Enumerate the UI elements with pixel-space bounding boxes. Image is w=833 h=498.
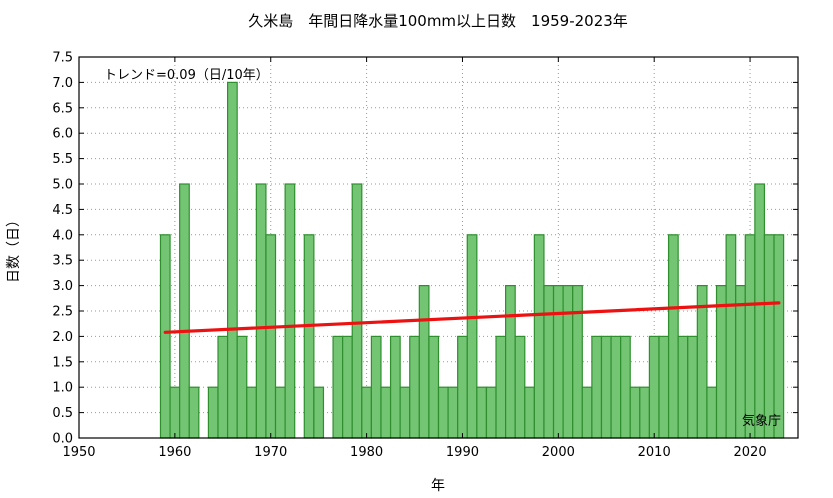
bar-2006	[610, 335, 622, 439]
bar-1960	[169, 386, 181, 439]
bar-1962	[188, 386, 200, 439]
trend-annotation: トレンド=0.09（日/10年）	[104, 68, 269, 83]
bar-1959	[159, 234, 171, 439]
y-tick-label: 3.5	[52, 254, 73, 269]
bar-2022	[763, 234, 775, 439]
y-tick-label: 6.0	[52, 127, 73, 142]
bar-2013	[677, 335, 689, 439]
y-tick-label: 4.5	[52, 203, 73, 218]
bar-1984	[399, 386, 411, 439]
bar-2016	[706, 386, 718, 439]
y-tick-label: 1.0	[52, 381, 73, 396]
bar-2002	[572, 285, 583, 439]
x-tick-label: 1950	[62, 445, 95, 460]
bar-2007	[620, 335, 631, 439]
trend-line-group	[163, 301, 781, 334]
x-tick-label: 1980	[350, 445, 383, 460]
bar-2000	[552, 285, 564, 439]
bar-1982	[380, 386, 392, 439]
x-tick-label: 2000	[542, 445, 575, 460]
bar-1989	[447, 386, 459, 439]
bar-2021	[754, 183, 766, 439]
x-tick-label: 2010	[638, 445, 671, 460]
bar-1997	[524, 386, 535, 439]
y-tick-label: 5.5	[52, 152, 73, 167]
bar-1985	[409, 335, 420, 439]
bar-1987	[428, 335, 440, 439]
bar-2010	[648, 335, 660, 439]
source-label: 気象庁	[742, 413, 781, 429]
bar-1961	[179, 183, 190, 439]
y-tick-label: 3.0	[52, 279, 73, 294]
bar-2009	[639, 386, 651, 439]
bar-2005	[600, 335, 612, 439]
bar-1994	[495, 335, 507, 439]
bar-2008	[629, 386, 641, 439]
bar-2018	[725, 234, 737, 439]
bar-1996	[514, 335, 526, 439]
y-tick-label: 7.0	[52, 76, 73, 91]
bar-1999	[543, 285, 555, 439]
y-tick-label: 2.5	[52, 305, 73, 320]
bar-1988	[437, 386, 449, 439]
bar-1975	[313, 386, 325, 439]
plot-frame	[78, 56, 799, 439]
x-tick-label: 1990	[446, 445, 479, 460]
bar-1981	[370, 335, 382, 439]
bar-1964	[207, 386, 219, 439]
y-tick-label: 5.0	[52, 178, 73, 193]
bar-2011	[658, 335, 670, 439]
bar-2014	[687, 335, 698, 439]
bar-1986	[418, 285, 430, 439]
bar-1969	[255, 183, 267, 439]
bar-2020	[744, 234, 756, 439]
bar-1971	[274, 386, 286, 439]
y-tick-label: 1.5	[52, 355, 73, 370]
x-axis-ticks: 1950 1960 1970 1980 1990 2000 2010 2020	[62, 57, 767, 460]
bar-2015	[696, 285, 708, 439]
y-tick-label: 7.5	[52, 51, 73, 66]
bars	[159, 81, 785, 439]
bar-1991	[466, 234, 478, 439]
y-tick-label: 0.5	[52, 406, 73, 421]
bar-1965	[217, 335, 229, 439]
bar-1979	[351, 183, 363, 439]
x-tick-label: 1960	[158, 445, 191, 460]
bar-1966	[226, 81, 238, 439]
y-tick-label: 2.0	[52, 330, 73, 345]
y-tick-label: 0.0	[52, 432, 73, 447]
bar-1993	[485, 386, 497, 439]
bar-1968	[246, 386, 257, 439]
bar-1967	[236, 335, 248, 439]
y-axis-label: 日数（日）	[6, 213, 22, 283]
bar-1977	[332, 335, 344, 439]
bar-1990	[457, 335, 468, 439]
bar-1998	[533, 234, 545, 439]
bar-1972	[284, 183, 296, 439]
bar-2004	[591, 335, 603, 439]
bar-1970	[265, 234, 277, 439]
trend-line	[163, 301, 781, 334]
bar-1978	[342, 335, 353, 439]
x-tick-label: 2020	[734, 445, 767, 460]
bar-2023	[773, 234, 785, 439]
bar-2012	[667, 234, 679, 439]
y-tick-label: 6.5	[52, 101, 73, 116]
x-axis-label: 年	[431, 478, 445, 494]
bar-1974	[303, 234, 315, 439]
bar-1980	[361, 386, 372, 439]
x-tick-label: 1970	[254, 445, 287, 460]
bar-2003	[581, 386, 593, 439]
bar-2017	[715, 285, 727, 439]
bar-1992	[476, 386, 488, 439]
y-tick-label: 4.0	[52, 228, 73, 243]
chart-title: 久米島 年間日降水量100mm以上日数 1959-2023年	[248, 12, 628, 30]
bar-2001	[562, 285, 574, 439]
y-axis-ticks: 0.0 0.5 1.0 1.5 2.0 2.5 3.0 3.5 4.0 4.5 5.0 5.5 6.0 6…	[52, 51, 798, 447]
bar-1983	[389, 335, 401, 439]
bar-1995	[505, 285, 516, 439]
